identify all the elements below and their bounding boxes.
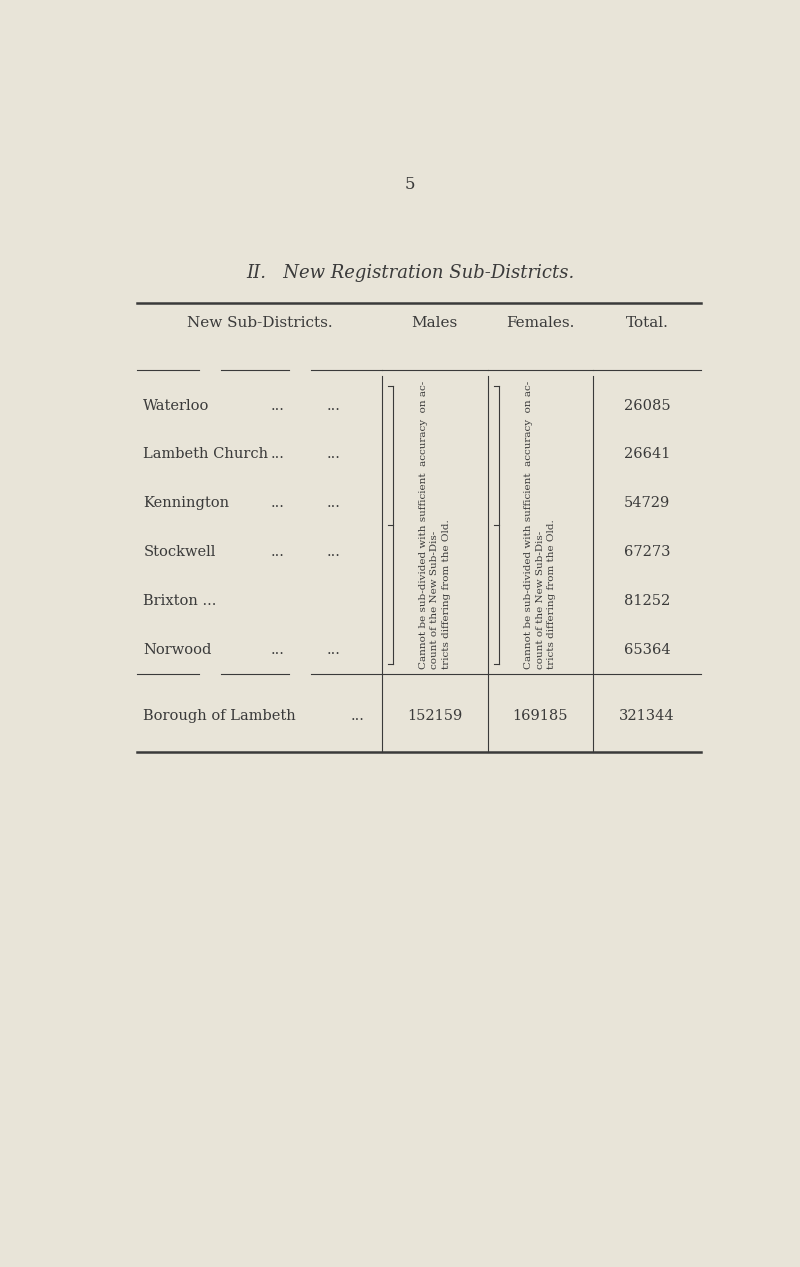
Text: ...: ... <box>270 497 284 511</box>
Text: 321344: 321344 <box>619 710 675 723</box>
Text: ...: ... <box>326 447 340 461</box>
Text: ...: ... <box>326 642 340 656</box>
Text: New Sub-Districts.: New Sub-Districts. <box>187 315 333 329</box>
Text: II.   New Registration Sub-Districts.: II. New Registration Sub-Districts. <box>246 265 574 283</box>
Text: ...: ... <box>351 710 365 723</box>
Text: ...: ... <box>326 545 340 559</box>
Text: Females.: Females. <box>506 315 574 329</box>
Text: Borough of Lambeth: Borough of Lambeth <box>143 710 296 723</box>
Text: Norwood: Norwood <box>143 642 212 656</box>
Text: ...: ... <box>326 497 340 511</box>
Text: ...: ... <box>270 447 284 461</box>
Text: ...: ... <box>270 399 284 413</box>
Text: Cannot be sub-divided with sufficient  accuracy  on ac-
count of the New Sub-Dis: Cannot be sub-divided with sufficient ac… <box>418 381 451 669</box>
Text: 67273: 67273 <box>624 545 670 559</box>
Text: Brixton ...: Brixton ... <box>143 594 217 608</box>
Text: 26085: 26085 <box>624 399 670 413</box>
Text: 5: 5 <box>405 176 415 194</box>
Text: Lambeth Church: Lambeth Church <box>143 447 269 461</box>
Text: 54729: 54729 <box>624 497 670 511</box>
Text: Stockwell: Stockwell <box>143 545 216 559</box>
Text: Kennington: Kennington <box>143 497 230 511</box>
Text: 81252: 81252 <box>624 594 670 608</box>
Text: 65364: 65364 <box>624 642 670 656</box>
Text: ...: ... <box>270 642 284 656</box>
Text: 169185: 169185 <box>513 710 568 723</box>
Text: Waterloo: Waterloo <box>143 399 210 413</box>
Text: 26641: 26641 <box>624 447 670 461</box>
Text: 152159: 152159 <box>407 710 462 723</box>
Text: Total.: Total. <box>626 315 669 329</box>
Text: ...: ... <box>270 545 284 559</box>
Text: Cannot be sub-divided with sufficient  accuracy  on ac-
count of the New Sub-Dis: Cannot be sub-divided with sufficient ac… <box>524 381 557 669</box>
Text: Males: Males <box>412 315 458 329</box>
Text: ...: ... <box>326 399 340 413</box>
